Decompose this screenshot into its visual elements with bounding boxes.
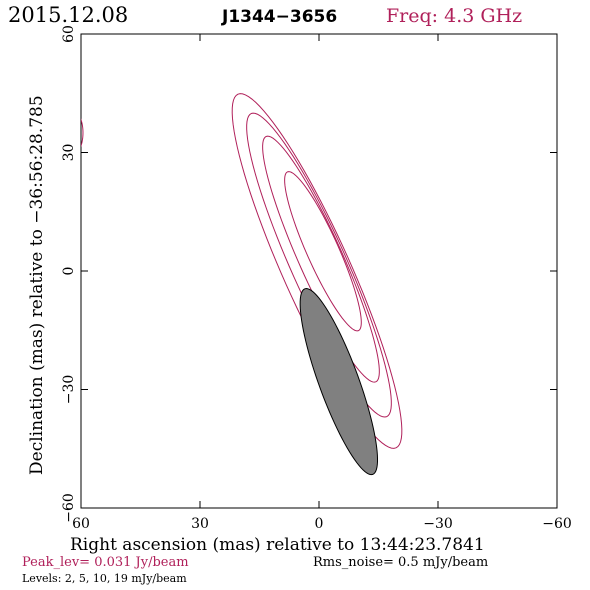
beam-ellipse bbox=[299, 288, 379, 476]
plot-area: 60 30 0 −30 −60 −60 −30 0 30 60 bbox=[61, 25, 572, 532]
contour-level-5 bbox=[246, 112, 392, 418]
source-name: J1344−3656 bbox=[221, 7, 337, 27]
contour-edge-fragment bbox=[81, 118, 84, 148]
x-tick-label: 0 bbox=[315, 516, 324, 532]
y-axis-label: Declination (mas) relative to −36:56:28.… bbox=[27, 95, 47, 475]
rms-noise-text: Rms_noise= 0.5 mJy/beam bbox=[313, 555, 488, 570]
contour-level-2 bbox=[231, 93, 403, 449]
peak-level-text: Peak_lev= 0.031 Jy/beam bbox=[22, 555, 189, 570]
frequency-label: Freq: 4.3 GHz bbox=[386, 5, 522, 27]
x-tick-label: 60 bbox=[72, 516, 90, 532]
tick-marks bbox=[80, 33, 558, 509]
y-tick-label: 60 bbox=[61, 25, 77, 43]
x-axis-label: Right ascension (mas) relative to 13:44:… bbox=[70, 535, 485, 555]
x-tick-label: −60 bbox=[542, 516, 572, 532]
tick-labels: 60 30 0 −30 −60 −60 −30 0 30 60 bbox=[61, 25, 572, 532]
x-tick-label: 30 bbox=[191, 516, 209, 532]
observation-date: 2015.12.08 bbox=[8, 3, 128, 27]
y-tick-label: 0 bbox=[61, 267, 77, 276]
y-tick-label: −30 bbox=[61, 375, 77, 405]
contour-levels-text: Levels: 2, 5, 10, 19 mJy/beam bbox=[22, 572, 187, 585]
beam-ellipse-group bbox=[299, 288, 379, 476]
contour-map bbox=[81, 93, 403, 449]
contour-level-19 bbox=[284, 171, 362, 332]
x-tick-label: −30 bbox=[423, 516, 453, 532]
plot-frame bbox=[80, 33, 558, 509]
contour-level-10 bbox=[262, 135, 380, 383]
y-tick-label: −60 bbox=[61, 493, 77, 523]
y-tick-label: 30 bbox=[61, 144, 77, 162]
